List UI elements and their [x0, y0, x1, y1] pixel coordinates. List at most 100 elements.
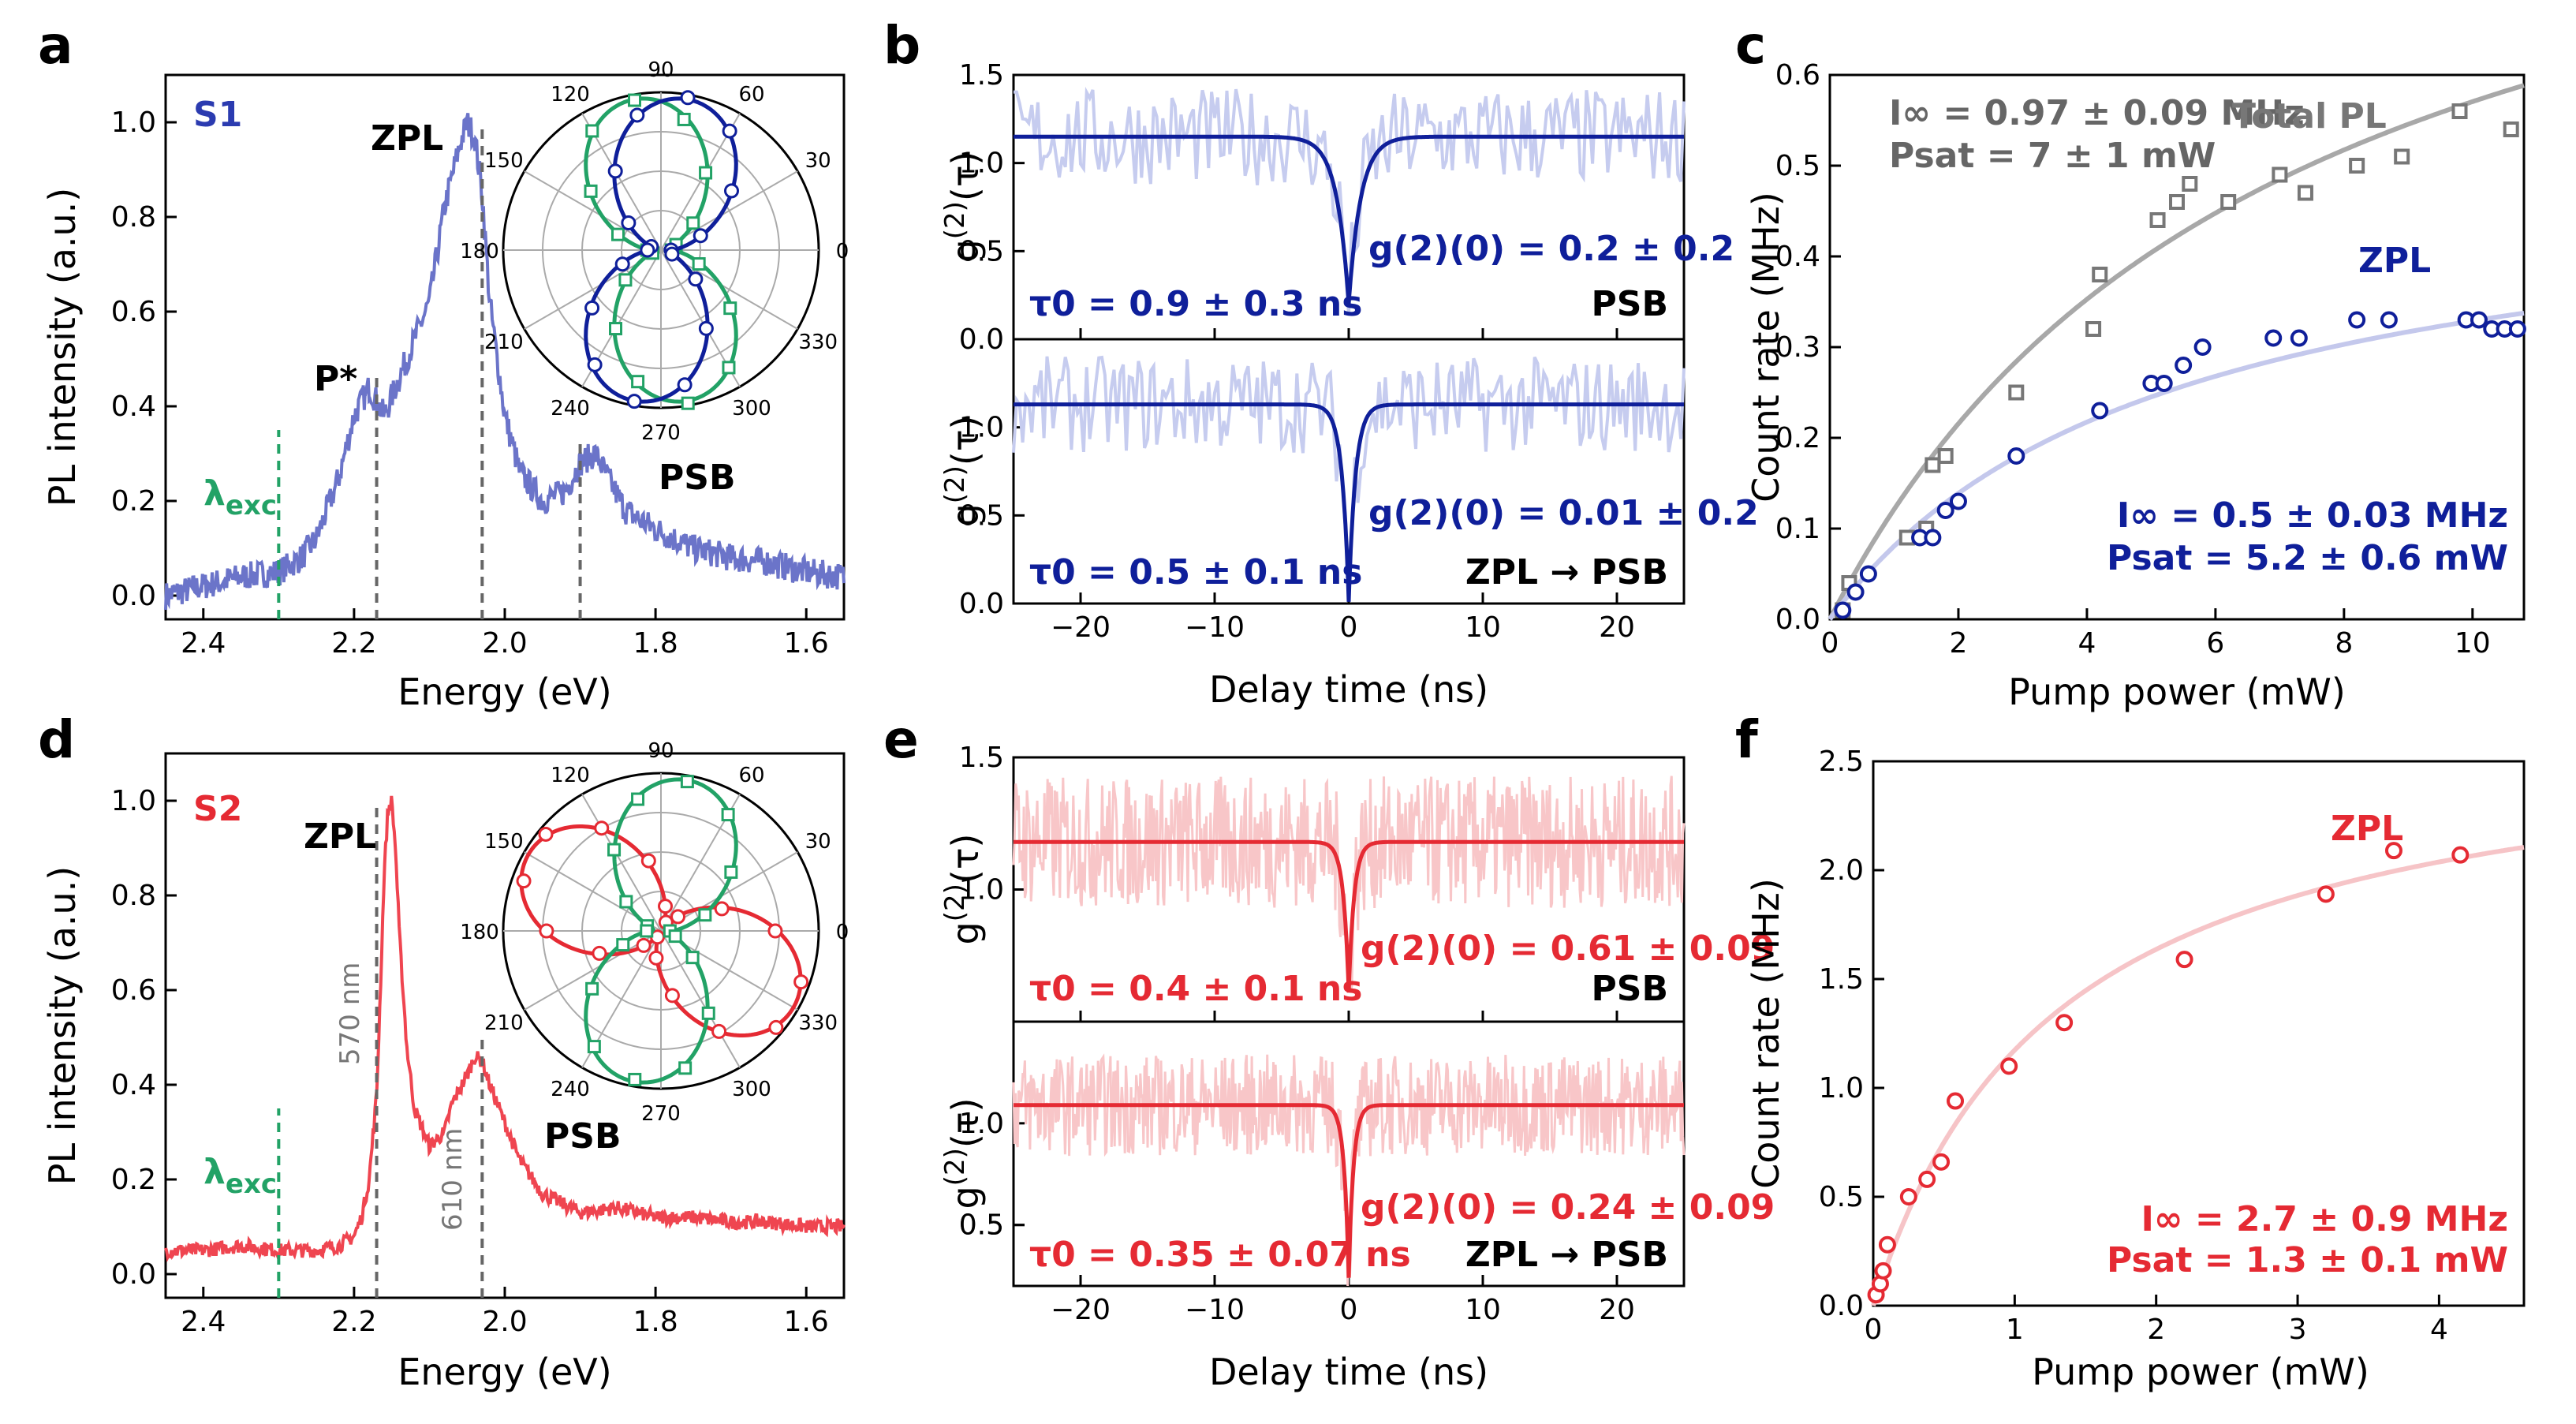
- data-point-zpl: [2317, 885, 2335, 903]
- x-tick-label: 2.2: [331, 1306, 376, 1338]
- zpl-fit-psat: Psat = 5.2 ± 0.6 mW: [2107, 538, 2508, 578]
- polar-point-blue: [614, 256, 630, 272]
- polar-point-green: [611, 227, 625, 241]
- x-tick-label: −20: [1051, 611, 1111, 644]
- polar-point-red: [539, 923, 554, 939]
- polar-angle-label: 240: [551, 1078, 590, 1101]
- y-tick-label: 0.5: [959, 235, 1004, 267]
- polar-angle-label: 210: [484, 1011, 524, 1035]
- tau0-value-bottom: τ0 = 0.35 ± 0.07 ns: [1029, 1235, 1411, 1275]
- g2-zero-value-top: g(2)(0) = 0.2 ± 0.2: [1368, 229, 1734, 269]
- polar-point-red: [670, 909, 686, 925]
- panel-label-a: a: [38, 15, 73, 76]
- polar-point-red: [658, 899, 674, 914]
- data-point-zpl: [1899, 1188, 1917, 1205]
- y-tick-label: 1.0: [959, 874, 1004, 906]
- polar-point-red: [768, 1019, 784, 1035]
- y-axis-label: Count rate (MHz): [1745, 192, 1787, 503]
- x-tick-label: 2: [1950, 627, 1968, 660]
- pl-spectrum-line: [164, 113, 846, 611]
- polar-point-red: [594, 820, 610, 836]
- tau0-value-bottom: τ0 = 0.5 ± 0.1 ns: [1029, 552, 1362, 592]
- polar-point-red: [648, 950, 664, 966]
- polar-angle-label: 120: [551, 764, 590, 787]
- polar-angle-label: 240: [551, 397, 590, 420]
- polar-point-green: [619, 895, 633, 909]
- polar-point-blue: [626, 394, 642, 409]
- x-tick-label: 1.8: [633, 627, 678, 660]
- x-tick-label: 8: [2335, 627, 2353, 660]
- polar-angle-label: 0: [836, 240, 849, 263]
- y-tick-label: 0.4: [1775, 241, 1820, 273]
- polar-point-blue: [724, 183, 740, 199]
- polar-point-blue: [584, 300, 600, 316]
- polar-point-green: [628, 1072, 642, 1086]
- y-axis-label-top: g(2)(τ): [939, 151, 987, 263]
- polar-point-green: [607, 843, 622, 857]
- data-point-zpl: [2193, 338, 2212, 356]
- polar-point-green: [585, 124, 599, 138]
- y-tick-label: 1.5: [1819, 963, 1864, 996]
- data-point-total-pl: [2349, 158, 2365, 174]
- y-tick-label: 0.0: [111, 580, 156, 612]
- polar-point-blue: [664, 246, 680, 262]
- zpl-psb-label: ZPL → PSB: [1465, 1235, 1668, 1275]
- y-tick-label: 0.5: [959, 499, 1004, 532]
- data-point-zpl: [2007, 447, 2025, 465]
- polar-angle-label: 270: [641, 421, 681, 445]
- wavelength-610-label: 610 nm: [437, 1128, 469, 1231]
- x-tick-label: 0: [1865, 1314, 1883, 1346]
- polar-angle-label: 0: [836, 921, 849, 944]
- polar-point-blue: [629, 107, 645, 123]
- y-tick-label: 1.5: [959, 59, 1004, 92]
- polar-point-red: [711, 1023, 727, 1039]
- polar-point-green: [701, 1006, 715, 1020]
- panel-label-d: d: [38, 709, 75, 770]
- y-tick-label: 0.0: [1775, 604, 1820, 636]
- y-tick-label: 0.0: [959, 588, 1004, 620]
- g2-fit-top: [1014, 839, 1684, 993]
- data-point-zpl: [1918, 1170, 1936, 1188]
- y-tick-label: 0.6: [1775, 59, 1820, 92]
- polar-point-green: [678, 1061, 693, 1075]
- x-tick-label: 1: [2006, 1314, 2024, 1346]
- polar-point-green: [587, 1040, 601, 1054]
- polar-point-red: [516, 873, 532, 889]
- data-point-zpl: [1878, 1235, 1896, 1254]
- panel-c: 0 2 4 6 8 10 0.0 0.1 0.2 0.3 0.4 0.5 0.6 Pump power …: [1745, 59, 2526, 713]
- polar-angle-label: 90: [648, 739, 674, 763]
- x-tick-label: 10: [1465, 611, 1501, 644]
- g2-zero-value-top: g(2)(0) = 0.61 ± 0.09: [1361, 929, 1775, 969]
- data-point-total-pl: [1937, 448, 1954, 464]
- total-fit-i-inf: I∞ = 0.97 ± 0.09 MHz: [1889, 93, 2305, 133]
- panel-a: 2.4 2.2 2.0 1.8 1.6 0.0 0.2 0.4 0.6 0.8 1.0 Energy…: [41, 58, 849, 713]
- y-tick-label: 0.8: [111, 201, 156, 234]
- y-axis-label-top: g(2)(τ): [939, 834, 987, 945]
- y-axis-label: PL intensity (a.u.): [41, 188, 84, 507]
- polar-point-green: [631, 375, 645, 389]
- zpl-label: ZPL: [2331, 809, 2403, 849]
- data-point-zpl: [2175, 951, 2193, 969]
- polar-point-green: [681, 396, 695, 410]
- x-tick-label: −10: [1185, 611, 1245, 644]
- data-point-zpl: [1846, 583, 1865, 601]
- polar-point-blue: [698, 320, 714, 336]
- data-point-total-pl: [2451, 103, 2468, 119]
- polar-point-blue: [680, 90, 696, 106]
- y-tick-label: 0.0: [959, 323, 1004, 356]
- data-point-total-pl: [2085, 321, 2102, 337]
- data-point-zpl: [2508, 320, 2526, 338]
- polar-angle-label: 210: [484, 331, 524, 354]
- polar-point-green: [609, 322, 623, 336]
- polar-point-blue: [722, 123, 737, 139]
- polar-point-green: [698, 908, 712, 922]
- total-pl-fit: [1827, 83, 2525, 621]
- x-tick-label: 1.8: [633, 1306, 678, 1338]
- panel-label-c: c: [1735, 15, 1766, 76]
- pstar-label: P*: [314, 359, 357, 399]
- polar-angle-label: 300: [732, 1078, 771, 1101]
- data-point-zpl: [1859, 565, 1877, 583]
- g2-fit-bottom: [1014, 1103, 1684, 1278]
- y-tick-label: 0.8: [111, 880, 156, 912]
